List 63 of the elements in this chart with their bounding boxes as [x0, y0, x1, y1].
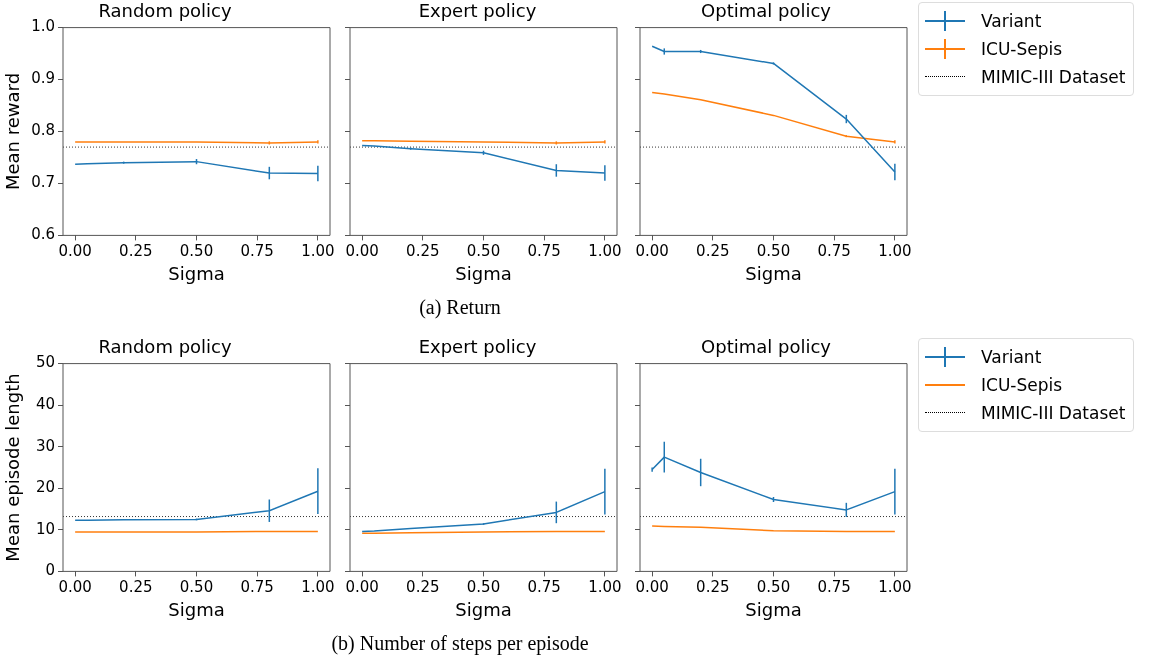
x-tick-label: 0.50: [179, 242, 214, 261]
y-tick-label: 50: [35, 353, 55, 372]
x-tick-label: 1.00: [301, 242, 335, 261]
y-tick-label: 1.0: [31, 17, 55, 36]
y-tick-label: 0.8: [31, 121, 55, 140]
chart-title: Optimal policy: [701, 336, 832, 358]
x-tick-label: 0.50: [466, 242, 501, 261]
y-tick-label: 40: [35, 395, 55, 414]
x-tick-label: 0.00: [635, 242, 669, 261]
x-axis-title: Sigma: [745, 262, 802, 284]
x-tick-label: 0.50: [756, 242, 791, 261]
chart-title: Random policy: [98, 336, 232, 358]
y-axis-title: Mean episode length: [2, 373, 24, 562]
y-tick-label: 0.7: [31, 173, 55, 192]
x-axis-title: Sigma: [455, 262, 512, 284]
y-tick-label: 0.9: [31, 69, 55, 88]
x-axis-title: Sigma: [745, 598, 802, 620]
x-tick-label: 1.00: [588, 578, 622, 597]
x-tick-label: 0.00: [58, 242, 92, 261]
x-tick-label: 0.75: [817, 242, 851, 261]
y-tick-label: 0.6: [31, 225, 55, 244]
x-tick-label: 0.00: [58, 578, 92, 597]
y-tick-label: 30: [35, 436, 55, 455]
x-tick-label: 1.00: [878, 242, 912, 261]
x-tick-label: 0.25: [696, 242, 730, 261]
x-tick-label: 0.50: [466, 578, 501, 597]
x-tick-label: 0.50: [179, 578, 214, 597]
chart-title: Random policy: [98, 0, 232, 22]
x-tick-label: 0.00: [635, 578, 669, 597]
x-tick-label: 0.25: [406, 242, 440, 261]
x-tick-label: 0.00: [345, 242, 379, 261]
legend-label: MIMIC-III Dataset: [981, 402, 1126, 425]
legend-label: ICU-Sepis: [981, 38, 1063, 61]
text: (a) Return: [418, 296, 502, 319]
x-tick-label: 0.25: [406, 578, 440, 597]
legend-label: ICU-Sepis: [981, 374, 1063, 397]
chart-title: Optimal policy: [701, 0, 832, 22]
x-axis-title: Sigma: [168, 262, 225, 284]
chart-title: Expert policy: [418, 0, 537, 22]
x-tick-label: 0.50: [756, 578, 791, 597]
legend-label: Variant: [981, 10, 1042, 33]
text: (b) Number of steps per episode: [330, 632, 590, 655]
legend-label: MIMIC-III Dataset: [981, 66, 1126, 89]
y-tick-label: 0: [45, 561, 55, 580]
x-tick-label: 0.25: [119, 242, 153, 261]
x-tick-label: 0.25: [696, 578, 730, 597]
x-tick-label: 0.75: [240, 242, 274, 261]
x-axis-title: Sigma: [455, 598, 512, 620]
x-tick-label: 0.00: [345, 578, 379, 597]
x-tick-label: 1.00: [878, 578, 912, 597]
x-axis-title: Sigma: [168, 598, 225, 620]
x-tick-label: 0.75: [527, 242, 561, 261]
y-tick-label: 10: [35, 519, 55, 538]
chart-title: Expert policy: [418, 336, 537, 358]
x-tick-label: 1.00: [588, 242, 622, 261]
x-tick-label: 0.75: [817, 578, 851, 597]
legend-label: Variant: [981, 346, 1042, 369]
x-tick-label: 1.00: [301, 578, 335, 597]
x-tick-label: 0.75: [240, 578, 274, 597]
x-tick-label: 0.25: [119, 578, 153, 597]
y-axis-title: Mean reward: [2, 72, 24, 191]
y-tick-label: 20: [35, 478, 55, 497]
x-tick-label: 0.75: [527, 578, 561, 597]
